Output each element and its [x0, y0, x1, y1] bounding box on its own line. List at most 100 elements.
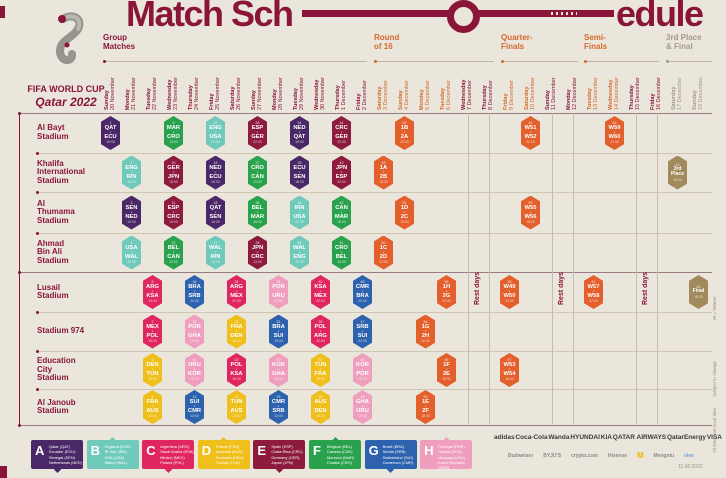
- date-column: Tuesday 22 November: [146, 76, 158, 110]
- match-badge: 4 USA v WAL 22:00: [122, 235, 141, 270]
- sponsor-logo: crypto.com: [570, 452, 598, 459]
- match-badge: 29 CMR v SRB 13:00: [269, 390, 288, 424]
- footnote-vertical: W = Winner: [712, 296, 717, 320]
- match-badge: 9 MAR v CRO 13:00: [164, 116, 183, 150]
- date-column: Monday 21 November: [125, 76, 137, 110]
- date-column: Sunday 27 November: [251, 76, 263, 110]
- match-badge: 37 TUN v FRA 18:00: [311, 353, 330, 387]
- match-badge: 60 W51 v W52 22:00: [521, 116, 540, 150]
- fifa-world-cup-emblem-icon: [55, 12, 84, 64]
- date-column: Tuesday 6 December: [440, 80, 452, 110]
- match-badge: 18 QAT v SEN 16:00: [206, 195, 225, 230]
- match-badge: 34 NED v QAT 18:00: [290, 116, 309, 150]
- footnote-vertical: Subject to change: [712, 360, 717, 397]
- match-badge: 26 BEL v MAR 16:00: [248, 195, 267, 230]
- match-badge: 51 1D v 2C 18:00: [395, 195, 414, 230]
- date-column: Friday 2 December: [356, 80, 368, 110]
- match-badge: 16 BRA v SRB 22:00: [185, 275, 204, 309]
- title-bar-dashes: [551, 12, 577, 15]
- match-badge: 20 ENG v USA 22:00: [206, 116, 225, 150]
- stadium-label: Ahmad Bin Ali Stadium: [37, 238, 69, 265]
- separator-dot: [36, 388, 39, 391]
- separator-dot: [36, 231, 39, 235]
- separator-dot: [36, 310, 39, 314]
- match-badge: 17 WAL v IRN 13:00: [206, 235, 225, 270]
- left-axis-line: [19, 113, 20, 425]
- stadium-label: Khalifa International Stadium: [37, 158, 86, 185]
- match-badge: 25 JPN v CRC 13:00: [248, 235, 267, 270]
- section-header-group: Group Matches: [103, 33, 136, 51]
- match-badge: 38 AUS v DEN 18:00: [311, 390, 330, 424]
- group-legend-d: D France (FRA) Australia (AUS) Denmark (D…: [197, 440, 250, 469]
- section-rule-dot-sf: [584, 60, 587, 63]
- match-badge: 5 ARG v KSA 13:00: [143, 275, 162, 309]
- version-date-stamp: 11.06.2022: [678, 464, 703, 470]
- date-column: Thursday 24 November: [188, 76, 200, 110]
- sponsor-logo: Budweiser: [508, 452, 534, 459]
- section-rule-third: [666, 61, 712, 62]
- match-badge: 46 GHA v URU 18:00: [353, 390, 372, 424]
- match-badge: 32 POR v URU 22:00: [269, 275, 288, 309]
- rest-days-label: Rest days: [642, 271, 649, 305]
- section-header-sf: Semi- Finals: [584, 33, 608, 51]
- match-badge: 50 1C v 2D 22:00: [374, 235, 393, 270]
- match-badge: 39 POL v ARG 22:00: [311, 314, 330, 349]
- section-rule-dot-third: [666, 60, 669, 63]
- match-badge: 2 ENG v IRN 16:00: [122, 155, 141, 190]
- section-rule-dot-r16: [374, 60, 377, 63]
- match-badge: 61 W57 v W58 22:00: [584, 275, 603, 309]
- date-column: Wednesday 30 November: [314, 76, 326, 110]
- edge-mark-top: [0, 6, 5, 18]
- section-header-qf: Quarter- Finals: [501, 33, 533, 51]
- match-badge: 8 FRA v AUS 22:00: [143, 390, 162, 424]
- sponsor-logo: adidas: [494, 434, 515, 441]
- match-badge: 40 KSA v MEX 22:00: [311, 275, 330, 309]
- match-badge: 1 QAT v ECU 19:00: [101, 116, 120, 150]
- section-header-third: 3rd Place & Final: [666, 33, 702, 51]
- match-badge: 12 BEL v CAN 22:00: [164, 235, 183, 270]
- date-column: Thursday 8 December: [482, 80, 494, 110]
- date-column: Monday 12 December: [566, 76, 578, 110]
- match-badge: 45 KOR v POR 18:00: [353, 353, 372, 387]
- date-column: Sunday 20 November: [104, 76, 116, 110]
- edge-mark-bottom: [0, 466, 7, 478]
- match-badge: 23 FRA v DEN 19:00: [227, 314, 246, 349]
- stadium-separator: [37, 152, 712, 154]
- stadium-separator: [37, 192, 712, 193]
- date-column: Sunday 4 December: [398, 80, 410, 110]
- match-badge: 3 SEN v NED 19:00: [122, 195, 141, 230]
- date-column: Saturday 17 December: [671, 76, 683, 110]
- sponsor-logo: VISA: [706, 434, 722, 441]
- date-column: Wednesday 7 December: [461, 79, 473, 110]
- stadium-separator: [37, 311, 712, 313]
- sponsor-logo: QatarEnergy: [666, 434, 706, 441]
- date-column: Saturday 3 December: [377, 80, 389, 110]
- separator-dot: [36, 191, 39, 194]
- date-column: Monday 28 November: [272, 76, 284, 110]
- date-column: Saturday 26 November: [230, 76, 242, 110]
- group-legend-e: E Spain (ESP) Costa Rica (CRC) Germany (G…: [253, 440, 306, 469]
- stadium-separator: [37, 232, 712, 234]
- stadium-label: Stadium 974: [37, 326, 85, 335]
- match-badge: 54 1G v 2H 22:00: [416, 314, 435, 349]
- match-badge: 44 CRC v GER 22:00: [332, 116, 351, 150]
- match-badge: 57 W53 v W54 18:00: [500, 353, 519, 387]
- section-rule-group: [103, 61, 367, 62]
- group-legend-h: H Portugal (POR) Ghana (GHA) Uruguay (URU…: [420, 440, 473, 470]
- match-badge: 10 GER v JPN 16:00: [164, 155, 183, 190]
- qatar-2022-wordmark: Qatar 2022: [35, 95, 97, 109]
- match-badge: 31 BRA v SUI 19:00: [269, 314, 288, 349]
- sponsor-logos-row2: Budweiser BYJU'S crypto.com Hisense M Mengniu…: [508, 451, 694, 460]
- date-column: Monday 5 December: [419, 80, 431, 110]
- match-badge: 15 POR v GHA 19:00: [185, 314, 204, 349]
- date-column: Thursday 1 December: [335, 80, 347, 110]
- match-badge: 49 1A v 2B 18:00: [374, 155, 393, 190]
- sponsor-logo: vivo: [683, 452, 694, 459]
- match-badge: 35 IRN v USA 22:00: [290, 195, 309, 230]
- match-badge: 59 W55 v W56 18:00: [521, 195, 540, 230]
- date-column: Saturday 10 December: [524, 76, 536, 110]
- match-badge: 24 ARG v MEX 22:00: [227, 275, 246, 309]
- match-badge: 55 1F v 2E 18:00: [437, 353, 456, 387]
- date-column: Sunday 18 December: [692, 76, 704, 110]
